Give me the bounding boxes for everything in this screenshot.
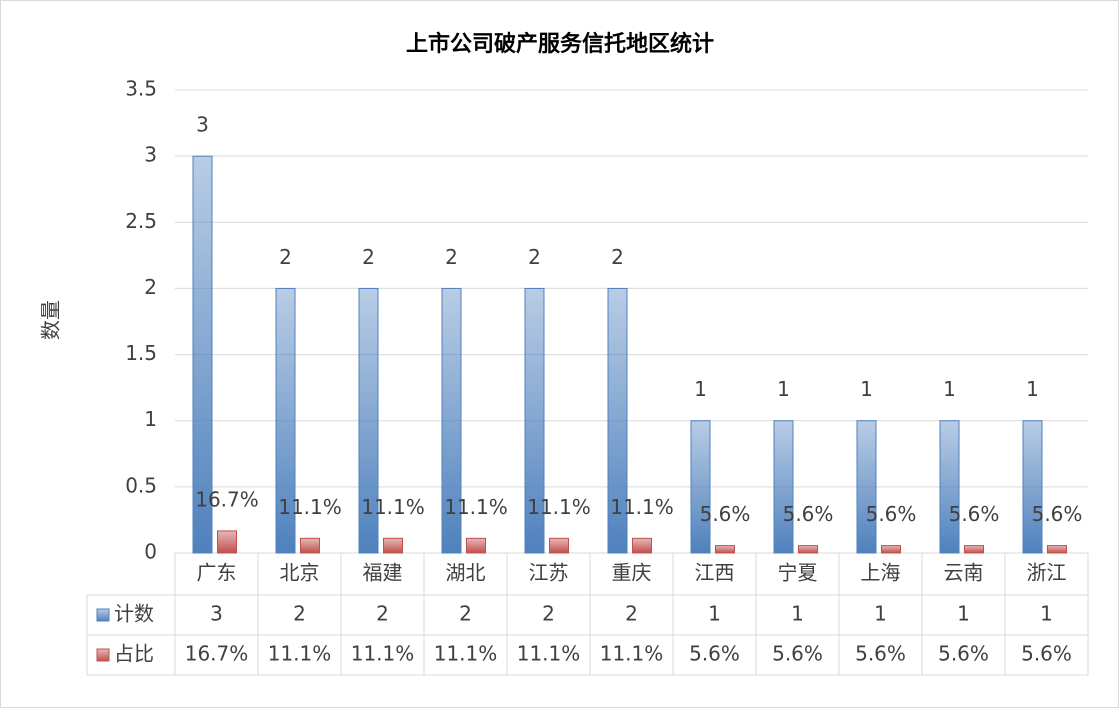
data-label: 1	[860, 377, 873, 401]
data-label: 2	[362, 245, 375, 269]
data-label: 1	[694, 377, 707, 401]
data-label: 11.1%	[278, 495, 342, 519]
data-label: 5.6%	[866, 502, 917, 526]
table-cell: 5.6%	[938, 642, 989, 666]
bar	[798, 545, 818, 554]
y-tick-label: 3	[144, 143, 157, 167]
x-tick-label: 北京	[280, 561, 320, 585]
bar	[300, 537, 320, 554]
data-label: 1	[777, 377, 790, 401]
x-tick-label: 湖北	[446, 561, 486, 585]
y-tick-label: 0.5	[125, 473, 157, 497]
table-cell: 11.1%	[517, 642, 581, 666]
bar	[217, 530, 237, 554]
x-tick-label: 宁夏	[778, 561, 818, 585]
data-label: 5.6%	[1032, 502, 1083, 526]
table-cell: 2	[376, 602, 389, 626]
y-axis-label: 数量	[39, 300, 63, 340]
table-cell: 2	[625, 602, 638, 626]
y-tick-label: 2	[144, 275, 157, 299]
x-tick-label: 重庆	[612, 561, 652, 585]
table-cell: 1	[708, 602, 721, 626]
data-label: 11.1%	[361, 495, 425, 519]
data-label: 16.7%	[195, 487, 259, 511]
legend-label: 占比	[114, 642, 154, 666]
table-cell: 1	[1040, 602, 1053, 626]
x-tick-label: 云南	[944, 561, 984, 585]
table-cell: 1	[874, 602, 887, 626]
data-label: 2	[279, 245, 292, 269]
table-cell: 5.6%	[689, 642, 740, 666]
bar	[524, 287, 545, 554]
bar	[383, 537, 403, 554]
table-cell: 3	[210, 602, 223, 626]
bar	[358, 287, 379, 554]
data-label: 11.1%	[527, 495, 591, 519]
y-tick-label: 0	[144, 540, 157, 564]
table-cell: 5.6%	[1021, 642, 1072, 666]
bar	[1022, 420, 1043, 554]
table-cell: 2	[542, 602, 555, 626]
table-cell: 5.6%	[772, 642, 823, 666]
bar	[441, 287, 462, 554]
data-label: 2	[611, 245, 624, 269]
bar	[939, 420, 960, 554]
data-label: 3	[196, 113, 209, 137]
x-tick-label: 江西	[695, 561, 735, 585]
table-cell: 11.1%	[434, 642, 498, 666]
bar	[549, 537, 569, 554]
data-label: 5.6%	[700, 502, 751, 526]
legend-key	[96, 608, 110, 622]
bar	[773, 420, 794, 554]
table-cell: 11.1%	[600, 642, 664, 666]
y-tick-label: 3.5	[125, 77, 157, 101]
bar	[607, 287, 628, 554]
bar	[1047, 545, 1067, 554]
table-cell: 11.1%	[351, 642, 415, 666]
x-tick-label: 福建	[363, 561, 403, 585]
table-cell: 16.7%	[185, 642, 249, 666]
bar	[715, 545, 735, 554]
y-tick-label: 1	[144, 407, 157, 431]
bar	[881, 545, 901, 554]
x-tick-label: 上海	[861, 561, 901, 585]
y-tick-label: 1.5	[125, 341, 157, 365]
bar	[964, 545, 984, 554]
x-tick-label: 广东	[197, 561, 237, 585]
bar	[632, 537, 652, 554]
table-cell: 2	[459, 602, 472, 626]
data-label: 1	[943, 377, 956, 401]
data-label: 5.6%	[949, 502, 1000, 526]
data-label: 2	[528, 245, 541, 269]
bar	[690, 420, 711, 554]
bar	[192, 155, 213, 554]
legend-key	[96, 648, 110, 662]
data-label: 1	[1026, 377, 1039, 401]
data-label: 2	[445, 245, 458, 269]
chart-title: 上市公司破产服务信托地区统计	[406, 31, 714, 57]
table-cell: 1	[791, 602, 804, 626]
x-tick-label: 江苏	[529, 561, 569, 585]
bar	[466, 537, 486, 554]
bar	[275, 287, 296, 554]
bar	[856, 420, 877, 554]
table-cell: 5.6%	[855, 642, 906, 666]
legend-label: 计数	[114, 602, 154, 626]
table-cell: 2	[293, 602, 306, 626]
table-cell: 11.1%	[268, 642, 332, 666]
table-cell: 1	[957, 602, 970, 626]
y-tick-label: 2.5	[125, 209, 157, 233]
data-label: 11.1%	[610, 495, 674, 519]
data-label: 5.6%	[783, 502, 834, 526]
data-label: 11.1%	[444, 495, 508, 519]
x-tick-label: 浙江	[1027, 561, 1067, 585]
